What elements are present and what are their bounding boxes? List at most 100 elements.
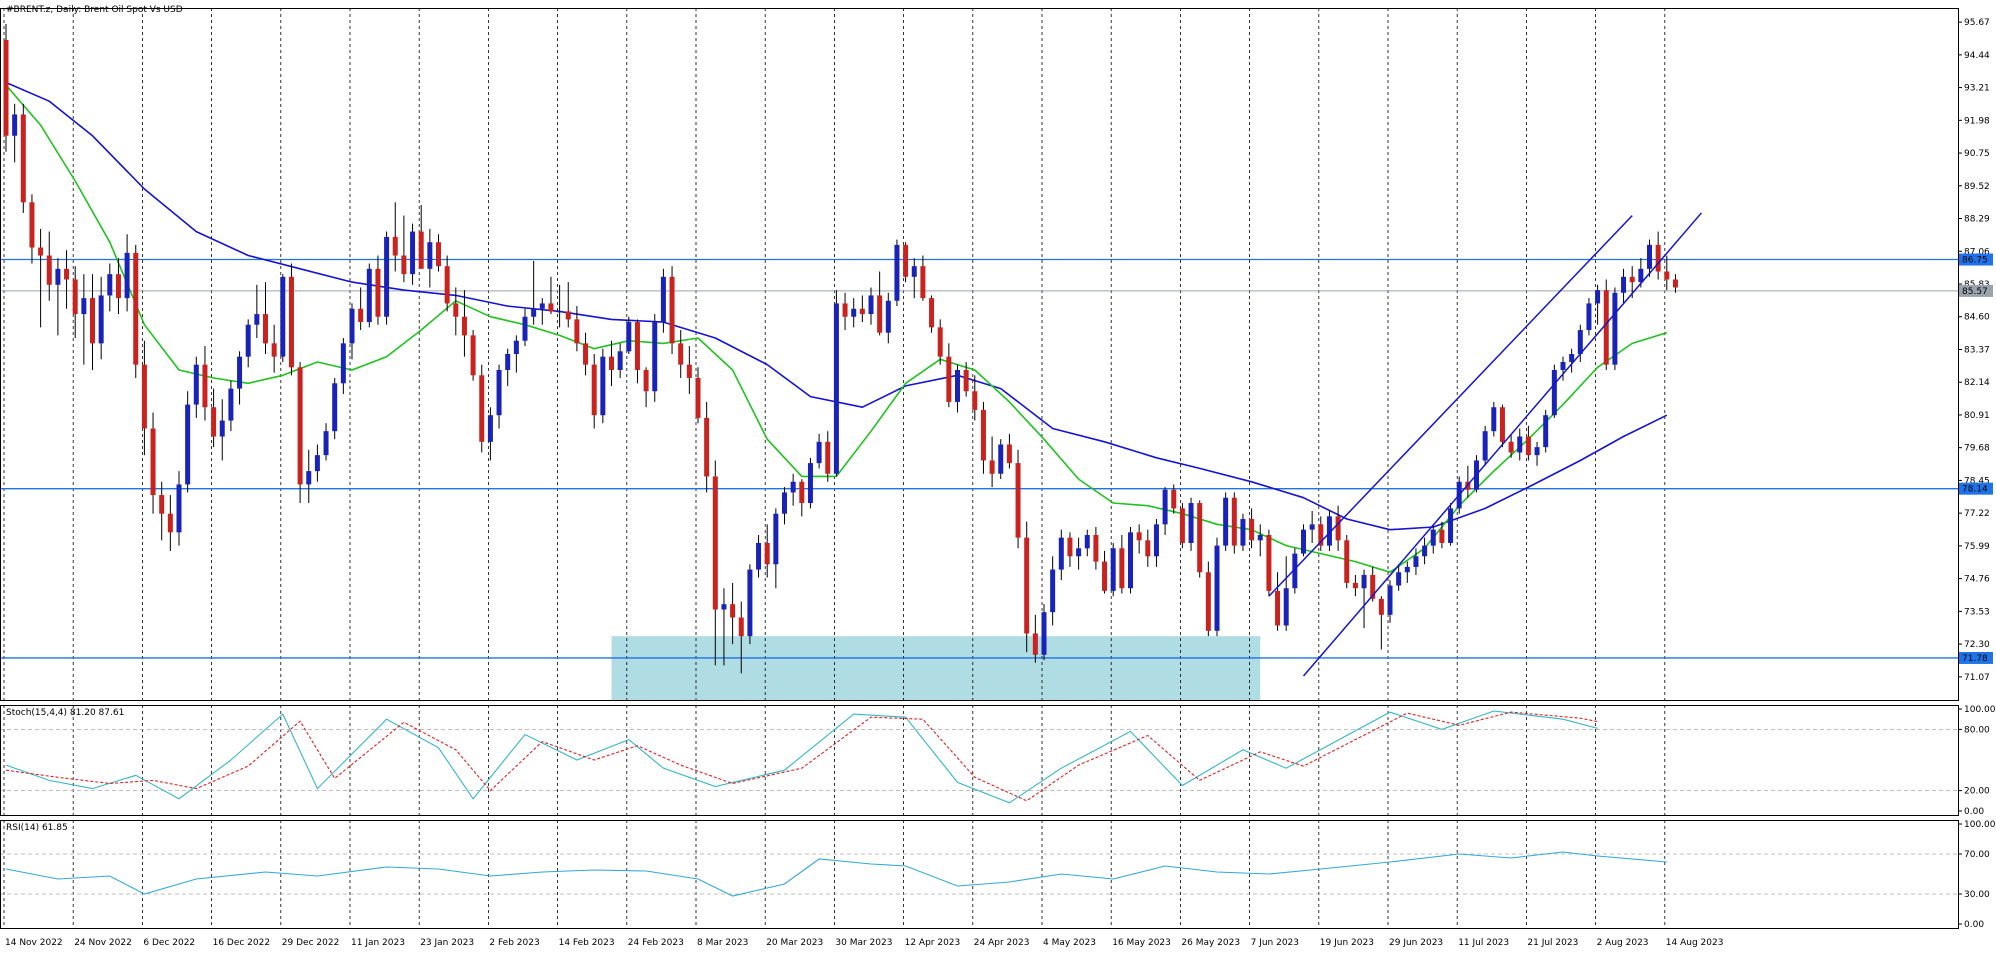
candle-body bbox=[1171, 489, 1177, 509]
candle-body bbox=[574, 319, 580, 344]
ma-slow-line bbox=[5, 81, 1668, 531]
candle-body bbox=[185, 404, 191, 485]
indicator-tick-label: 30.00 bbox=[1964, 890, 1990, 900]
price-tick-label: 74.76 bbox=[1964, 575, 1990, 585]
candle-body bbox=[1361, 574, 1367, 589]
time-tick-label: 29 Dec 2022 bbox=[282, 938, 340, 948]
price-tick-label: 82.14 bbox=[1964, 378, 1990, 388]
candle-body bbox=[1067, 537, 1073, 557]
candle-body bbox=[1525, 436, 1531, 456]
price-tick-label: 95.67 bbox=[1964, 18, 1990, 28]
candle-body bbox=[115, 274, 121, 299]
channel-line bbox=[1268, 215, 1633, 597]
time-tick-label: 8 Mar 2023 bbox=[697, 938, 748, 948]
candle-body bbox=[1413, 556, 1419, 567]
candle-body bbox=[1076, 548, 1082, 557]
candle-body bbox=[998, 444, 1004, 474]
chart-title: #BRENT.z, Daily: Brent Oil Spot Vs USD bbox=[6, 5, 183, 15]
time-tick-label: 20 Mar 2023 bbox=[766, 938, 823, 948]
candle-body bbox=[1326, 516, 1332, 546]
candle-body bbox=[453, 303, 459, 317]
time-tick-label: 7 Jun 2023 bbox=[1251, 938, 1299, 948]
time-tick-label: 29 Jun 2023 bbox=[1389, 938, 1443, 948]
candle-body bbox=[903, 244, 909, 277]
candle-body bbox=[55, 268, 61, 285]
time-tick-label: 11 Jul 2023 bbox=[1458, 938, 1509, 948]
candle-body bbox=[721, 604, 727, 610]
candle-body bbox=[72, 279, 78, 315]
time-tick-label: 21 Jul 2023 bbox=[1527, 938, 1578, 948]
candle-body bbox=[159, 495, 165, 514]
candle-body bbox=[167, 513, 173, 533]
candle-body bbox=[64, 268, 70, 280]
candle-body bbox=[1655, 244, 1661, 272]
candle-body bbox=[747, 569, 753, 637]
candle-body bbox=[306, 471, 312, 485]
candle-body bbox=[1309, 524, 1315, 530]
candle-body bbox=[634, 322, 640, 370]
candle-body bbox=[773, 513, 779, 565]
candle-body bbox=[1050, 569, 1056, 613]
candle-body bbox=[98, 295, 104, 344]
candle-body bbox=[877, 295, 883, 333]
candle-body bbox=[470, 335, 476, 376]
candle-body bbox=[1482, 431, 1488, 461]
candle-body bbox=[1110, 548, 1116, 591]
candle-body bbox=[81, 298, 87, 315]
candle-body bbox=[652, 322, 658, 392]
time-tick-label: 24 Nov 2022 bbox=[74, 938, 132, 948]
time-tick-label: 14 Nov 2022 bbox=[5, 938, 63, 948]
price-tick-label: 93.21 bbox=[1964, 84, 1990, 94]
candle-body bbox=[1672, 279, 1678, 288]
level-tag-label: 78.14 bbox=[1962, 485, 1988, 495]
candle-body bbox=[807, 463, 813, 504]
candle-body bbox=[920, 266, 926, 299]
candle-body bbox=[1318, 524, 1324, 546]
current-price-label: 85.57 bbox=[1962, 287, 1988, 297]
candle-body bbox=[617, 351, 623, 370]
time-tick-label: 19 Jun 2023 bbox=[1320, 938, 1374, 948]
candle-body bbox=[349, 308, 355, 344]
indicator-tick-label: 70.00 bbox=[1964, 850, 1990, 860]
candle-body bbox=[1508, 441, 1514, 453]
time-tick-label: 30 Mar 2023 bbox=[835, 938, 892, 948]
candle-body bbox=[1569, 354, 1575, 362]
candle-body bbox=[1491, 407, 1497, 432]
candle-body bbox=[1041, 612, 1047, 655]
candle-body bbox=[557, 311, 563, 313]
candle-body bbox=[1638, 268, 1644, 283]
price-tick-label: 88.29 bbox=[1964, 215, 1990, 225]
candle-body bbox=[989, 460, 995, 474]
candle-body bbox=[366, 268, 372, 323]
candle-body bbox=[600, 356, 606, 416]
candle-body bbox=[937, 327, 943, 357]
stoch-pane bbox=[0, 705, 1959, 816]
candle-body bbox=[816, 441, 822, 464]
candle-body bbox=[972, 391, 978, 410]
candle-body bbox=[487, 415, 493, 442]
candle-body bbox=[643, 369, 649, 392]
candle-body bbox=[1179, 508, 1185, 543]
candle-body bbox=[1214, 545, 1220, 631]
candle-body bbox=[1093, 534, 1099, 562]
candle-body bbox=[1647, 244, 1652, 269]
candle-body bbox=[1188, 503, 1194, 543]
price-tick-label: 91.98 bbox=[1964, 116, 1990, 126]
candle-body bbox=[1119, 548, 1125, 589]
candle-body bbox=[263, 314, 268, 344]
candle-body bbox=[1629, 276, 1635, 283]
candle-body bbox=[851, 308, 857, 317]
candle-body bbox=[1612, 292, 1618, 365]
candle-body bbox=[626, 322, 632, 352]
candle-body bbox=[314, 455, 320, 472]
candle-body bbox=[1344, 540, 1350, 583]
candle-body bbox=[1084, 534, 1090, 549]
price-tick-label: 78.45 bbox=[1964, 476, 1990, 486]
candle-body bbox=[237, 356, 243, 389]
candle-body bbox=[955, 369, 960, 402]
candle-body bbox=[1595, 290, 1601, 304]
candle-body bbox=[384, 236, 390, 317]
candle-body bbox=[211, 407, 217, 437]
candle-body bbox=[288, 276, 294, 368]
